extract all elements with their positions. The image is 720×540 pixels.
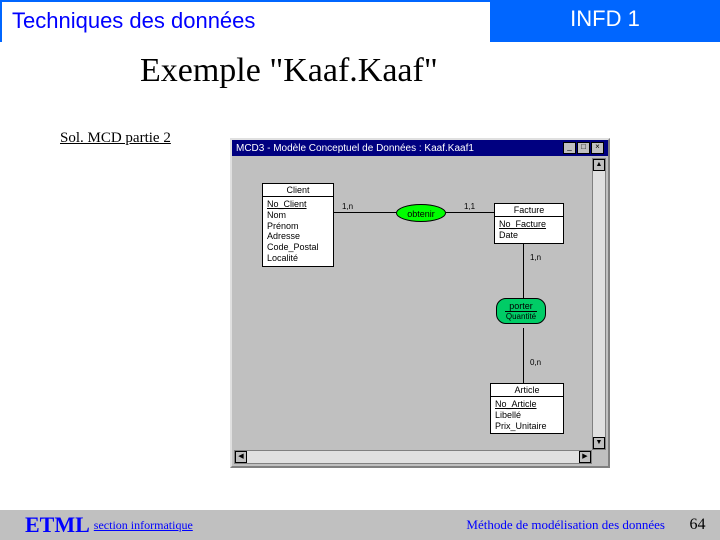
minimize-icon[interactable]: _ (563, 142, 576, 154)
connector (446, 212, 494, 213)
entity-article[interactable]: Article No_Article Libellé Prix_Unitaire (490, 383, 564, 434)
entity-attr: Date (499, 230, 559, 241)
connector (334, 212, 396, 213)
mcd-window: MCD3 - Modèle Conceptuel de Données : Ka… (230, 138, 610, 468)
header-right: INFD 1 (490, 0, 720, 42)
cardinality: 1,n (530, 253, 541, 262)
slide-title: Exemple "Kaaf.Kaaf" (0, 42, 720, 100)
page-number: 64 (675, 516, 720, 534)
entity-attr: Prix_Unitaire (495, 421, 559, 432)
scroll-left-icon[interactable]: ◀ (235, 451, 247, 463)
connector (523, 328, 524, 383)
entity-attr: No_Article (495, 399, 559, 410)
entity-client[interactable]: Client No_Client Nom Prénom Adresse Code… (262, 183, 334, 267)
entity-attr: Nom (267, 210, 329, 221)
entity-attr: Adresse (267, 231, 329, 242)
relation-porter[interactable]: porter Quantité (496, 298, 546, 324)
footer-section: section informatique (90, 518, 193, 533)
scroll-right-icon[interactable]: ▶ (579, 451, 591, 463)
footer-logo: ETML (0, 512, 90, 538)
window-controls: _ □ × (563, 142, 604, 154)
scrollbar-horizontal[interactable]: ◀ ▶ (234, 450, 592, 464)
relation-obtenir[interactable]: obtenir (396, 204, 446, 222)
entity-attr: Localité (267, 253, 329, 264)
entity-attr: No_Facture (499, 219, 559, 230)
slide-footer: ETML section informatique Méthode de mod… (0, 510, 720, 540)
close-icon[interactable]: × (591, 142, 604, 154)
relation-label: obtenir (407, 209, 435, 219)
entity-facture[interactable]: Facture No_Facture Date (494, 203, 564, 244)
scroll-down-icon[interactable]: ▼ (593, 437, 605, 449)
mcd-canvas: 1,n 1,1 1,n 0,n Client No_Client Nom Pré… (234, 158, 592, 450)
entity-name: Client (263, 184, 333, 197)
cardinality: 1,1 (464, 202, 475, 211)
entity-attr: Code_Postal (267, 242, 329, 253)
footer-subject: Méthode de modélisation des données (193, 517, 675, 533)
entity-attr: No_Client (267, 199, 329, 210)
entity-attr: Prénom (267, 221, 329, 232)
relation-label: porter (505, 301, 537, 311)
slide-header: Techniques des données INFD 1 (0, 0, 720, 42)
mcd-window-title: MCD3 - Modèle Conceptuel de Données : Ka… (236, 143, 474, 154)
entity-attr: Libellé (495, 410, 559, 421)
cardinality: 0,n (530, 358, 541, 367)
entity-attrs: No_Facture Date (495, 217, 563, 243)
header-left: Techniques des données (0, 0, 490, 42)
entity-name: Facture (495, 204, 563, 217)
mcd-titlebar: MCD3 - Modèle Conceptuel de Données : Ka… (232, 140, 608, 156)
maximize-icon[interactable]: □ (577, 142, 590, 154)
cardinality: 1,n (342, 202, 353, 211)
scrollbar-vertical[interactable]: ▲ ▼ (592, 158, 606, 450)
entity-attrs: No_Article Libellé Prix_Unitaire (491, 397, 563, 433)
entity-attrs: No_Client Nom Prénom Adresse Code_Postal… (263, 197, 333, 266)
relation-attr: Quantité (505, 311, 537, 321)
scroll-up-icon[interactable]: ▲ (593, 159, 605, 171)
connector (523, 243, 524, 298)
entity-name: Article (491, 384, 563, 397)
